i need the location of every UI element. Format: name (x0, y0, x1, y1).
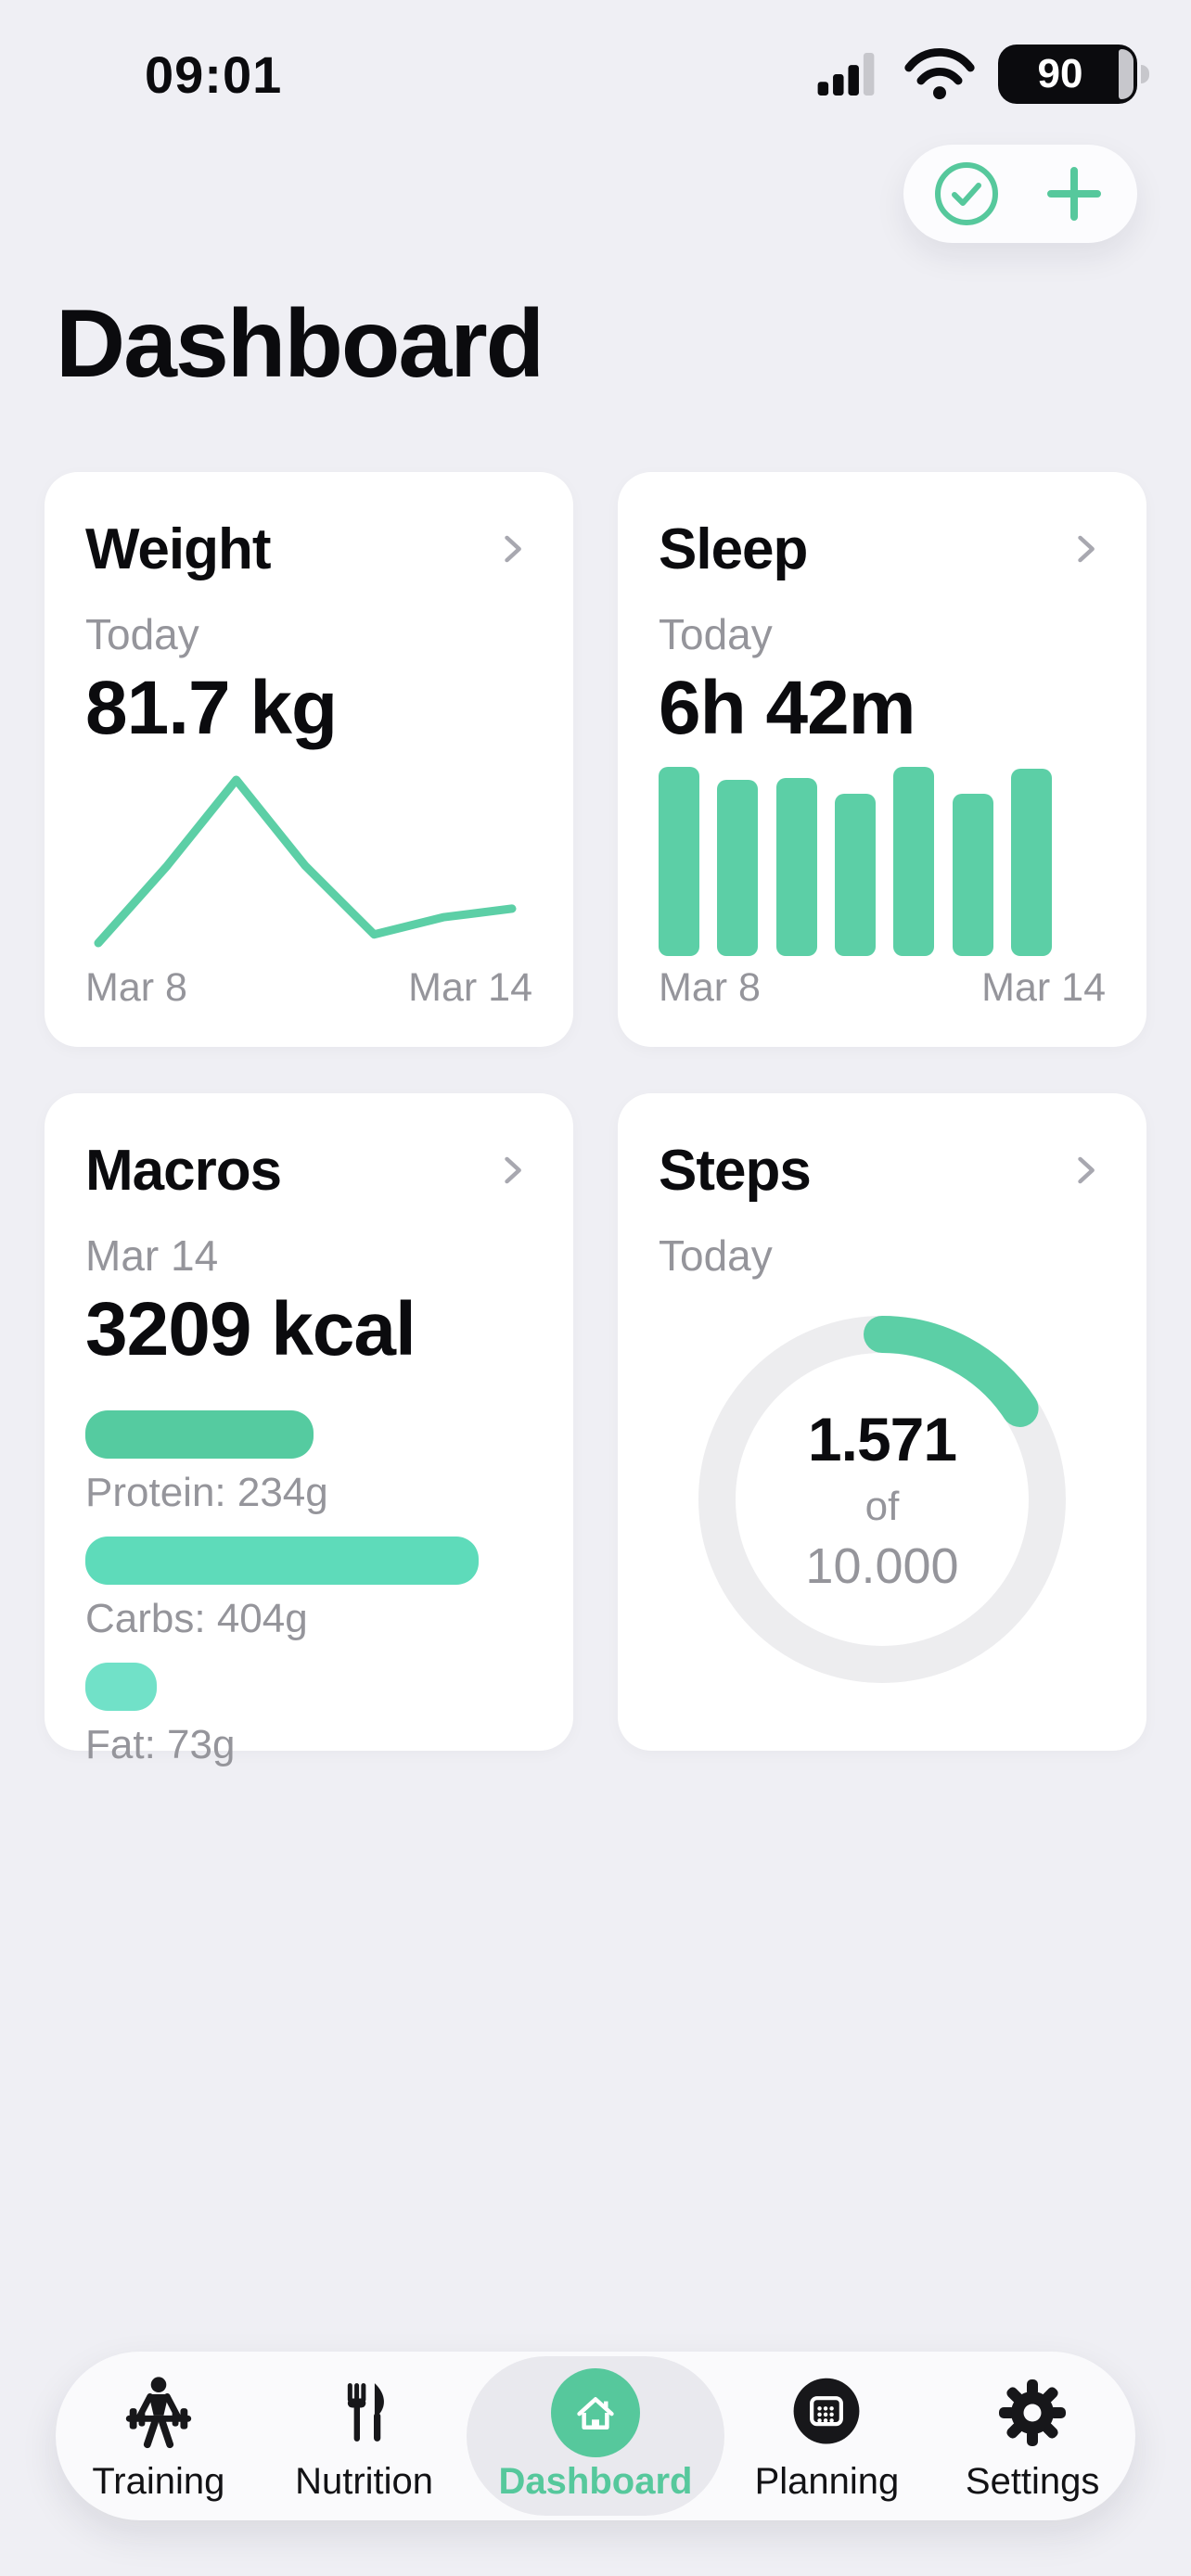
tab-label: Nutrition (295, 2460, 434, 2502)
protein-progress-bar (85, 1410, 532, 1459)
chevron-right-icon[interactable] (492, 529, 532, 569)
chevron-right-icon[interactable] (1065, 1150, 1106, 1191)
macro-bar-fill (85, 1537, 480, 1585)
macros-value: 3209 kcal (85, 1287, 416, 1371)
macros-card-title: Macros (85, 1138, 282, 1203)
sleep-card[interactable]: Sleep Today 6h 42m Mar 8 Mar 14 (618, 472, 1146, 1047)
macro-bar-fill (85, 1410, 314, 1459)
carbs-progress-bar (85, 1537, 532, 1585)
home-icon (577, 2396, 614, 2429)
sleep-bar-chart (659, 767, 1052, 956)
fat-progress-bar (85, 1663, 532, 1711)
battery-empty-segment (1119, 49, 1133, 99)
chevron-right-icon[interactable] (1065, 529, 1106, 569)
quick-actions-pill (903, 145, 1137, 243)
fat-label: Fat: 73g (85, 1722, 236, 1767)
tab-item-settings[interactable]: Settings (929, 2352, 1135, 2520)
barbell-icon (119, 2370, 198, 2455)
tab-label: Planning (754, 2460, 900, 2502)
status-bar: 09:01 90 (0, 37, 1191, 111)
calendar-icon (788, 2370, 864, 2455)
carbs-label: Carbs: 404g (85, 1596, 308, 1641)
fork-knife-icon (327, 2370, 402, 2455)
macro-bar-fill (85, 1663, 158, 1711)
battery-percent: 90 (1037, 51, 1083, 96)
battery-tip (1141, 65, 1149, 83)
status-time: 09:01 (145, 45, 283, 104)
complete-button[interactable] (931, 159, 1002, 229)
gear-icon (995, 2370, 1069, 2455)
tab-item-nutrition[interactable]: Nutrition (262, 2352, 467, 2520)
sleep-card-title: Sleep (659, 516, 808, 581)
macros-card[interactable]: Macros Mar 14 3209 kcal Protein: 234g Ca… (45, 1093, 573, 1767)
tab-label: Dashboard (498, 2460, 693, 2502)
cellular-signal-icon (817, 53, 875, 96)
tab-label: Settings (965, 2460, 1100, 2502)
sleep-bar (1010, 769, 1052, 956)
page-title: Dashboard (56, 290, 544, 398)
active-tab-circle (551, 2367, 640, 2457)
sleep-x-axis: Mar 8 Mar 14 (659, 965, 1106, 1011)
macros-period-label: Mar 14 (85, 1231, 219, 1280)
weight-card[interactable]: Weight Today 81.7 kg Mar 8 Mar 14 (45, 472, 573, 1047)
chevron-right-icon[interactable] (492, 1150, 532, 1191)
chart-x-start-label: Mar 8 (85, 965, 187, 1010)
check-circle-icon (935, 162, 998, 225)
sleep-bar (717, 780, 759, 956)
steps-card[interactable]: Steps Today 1.571 of 10.000 (618, 1093, 1146, 1751)
sleep-bar (893, 767, 935, 956)
add-button[interactable] (1039, 159, 1109, 229)
sleep-bar (775, 778, 817, 956)
steps-ring-progress (698, 1316, 1066, 1683)
sleep-bar (659, 767, 699, 956)
steps-card-title: Steps (659, 1138, 812, 1203)
weight-x-axis: Mar 8 Mar 14 (85, 965, 532, 1011)
weight-card-title: Weight (85, 516, 271, 581)
wifi-icon (904, 48, 975, 100)
steps-ring: 1.571 of 10.000 (697, 1314, 1068, 1685)
status-icons: 90 (811, 45, 1149, 104)
steps-ring-center: 1.571 of 10.000 (697, 1314, 1068, 1685)
sleep-period-label: Today (659, 610, 773, 658)
tab-bar: Training Nutrition (56, 2352, 1135, 2520)
steps-period-label: Today (659, 1231, 773, 1280)
chart-x-end-label: Mar 14 (408, 965, 532, 1010)
steps-current-value: 1.571 (807, 1405, 957, 1473)
chart-x-end-label: Mar 14 (981, 965, 1106, 1010)
plus-icon (1047, 167, 1101, 221)
sleep-bar (834, 793, 876, 956)
tab-item-planning[interactable]: Planning (724, 2352, 930, 2520)
tab-item-training[interactable]: Training (56, 2352, 262, 2520)
chart-x-start-label: Mar 8 (659, 965, 761, 1010)
weight-period-label: Today (85, 610, 199, 658)
sleep-value: 6h 42m (659, 666, 916, 750)
steps-of-label: of (864, 1484, 900, 1529)
protein-label: Protein: 234g (85, 1470, 328, 1515)
sleep-bar (952, 793, 993, 956)
tab-label: Training (92, 2460, 225, 2502)
steps-goal-value: 10.000 (805, 1538, 959, 1594)
battery-icon: 90 (998, 45, 1149, 104)
tab-item-dashboard[interactable]: Dashboard (467, 2356, 724, 2516)
weight-line-chart (94, 775, 517, 948)
weight-value: 81.7 kg (85, 666, 338, 750)
